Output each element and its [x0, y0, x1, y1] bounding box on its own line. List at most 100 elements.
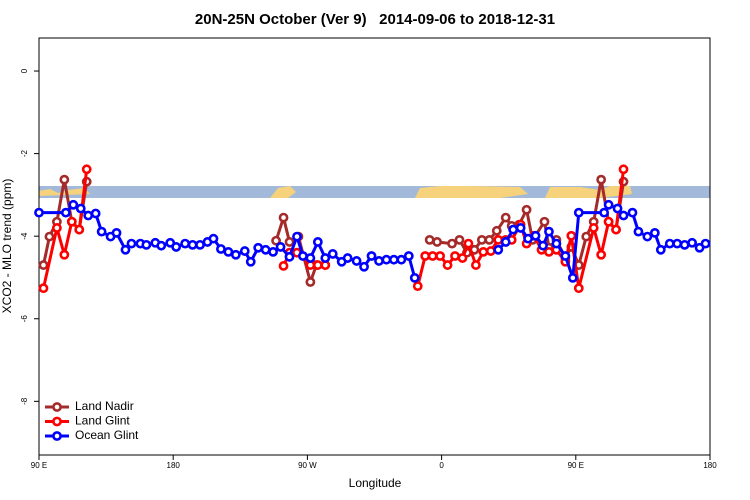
data-point [427, 251, 438, 261]
land-patch [39, 188, 90, 196]
data-point [327, 249, 338, 259]
data-point [141, 239, 152, 250]
data-point [239, 246, 250, 256]
x-tick-label: 90 E [568, 461, 584, 470]
data-point [51, 223, 62, 233]
data-point [381, 254, 392, 265]
data-point [603, 199, 614, 210]
y-tick-label: -6 [20, 315, 29, 323]
data-point [278, 261, 289, 271]
data-point [544, 226, 554, 237]
map-strip [39, 186, 710, 198]
data-point [700, 238, 711, 249]
data-point [539, 216, 550, 227]
data-point [642, 231, 653, 242]
ocean-strip [39, 186, 710, 198]
data-point [278, 212, 289, 223]
data-point [96, 226, 107, 237]
data-point [75, 203, 86, 214]
data-point [120, 244, 131, 255]
legend-label: Land Glint [75, 414, 130, 428]
data-point [612, 203, 623, 214]
data-point [588, 223, 599, 233]
data-point [485, 246, 496, 256]
data-point [611, 224, 621, 235]
data-point [530, 230, 541, 241]
y-tick-label: -2 [20, 150, 29, 158]
data-point [38, 283, 49, 294]
y-axis-label: XCO2 - MLO trend (ppm) [0, 179, 14, 314]
data-point [59, 249, 70, 260]
data-point [566, 230, 577, 241]
data-point [268, 246, 279, 257]
data-point [351, 256, 362, 266]
data-point [420, 251, 431, 261]
land-patch [270, 186, 296, 198]
data-point [216, 244, 226, 254]
data-point [305, 277, 316, 287]
data-point [603, 216, 614, 227]
data-point [515, 223, 526, 233]
legend-marker [52, 402, 62, 412]
x-tick-label: 180 [703, 461, 717, 470]
data-point [388, 254, 399, 265]
data-point [271, 235, 281, 246]
data-point [457, 253, 468, 263]
data-point [68, 199, 79, 210]
data-point [508, 224, 519, 235]
data-point [366, 251, 377, 261]
data-point [81, 164, 92, 175]
data-point [424, 234, 435, 245]
data-point [521, 204, 532, 215]
data-point [284, 251, 295, 262]
data-point [111, 227, 122, 238]
data-point [627, 207, 638, 218]
data-point [312, 260, 323, 270]
data-point [596, 174, 607, 185]
data-point [38, 260, 49, 270]
data-point [126, 238, 137, 249]
data-point [44, 231, 55, 242]
data-point [523, 233, 533, 244]
data-point [687, 237, 698, 248]
x-tick-label: 180 [167, 461, 181, 470]
y-tick-label: -4 [20, 232, 29, 240]
data-point [223, 246, 234, 257]
land-patch [545, 186, 632, 198]
data-point [679, 239, 690, 250]
data-point [208, 233, 219, 244]
x-tick-label: 0 [439, 461, 444, 470]
data-point [538, 240, 548, 251]
data-point [442, 260, 453, 270]
data-point [450, 251, 460, 261]
data-point [275, 242, 286, 252]
land-patch [415, 186, 528, 198]
y-tick-label: 0 [20, 68, 29, 73]
data-point [435, 251, 446, 261]
data-point [491, 225, 502, 236]
data-point [187, 239, 198, 250]
data-point [581, 231, 592, 242]
data-point [560, 251, 571, 261]
data-point [34, 207, 44, 218]
data-point [403, 251, 414, 261]
legend-marker [52, 431, 62, 441]
plot-frame [38, 37, 711, 456]
data-point [463, 238, 474, 249]
data-point [66, 216, 77, 227]
data-point [412, 281, 423, 292]
data-point [230, 249, 241, 260]
data-point [374, 256, 384, 266]
data-point [156, 240, 167, 251]
data-point [544, 246, 554, 257]
data-point [478, 246, 489, 257]
data-point [454, 234, 465, 245]
data-point [312, 237, 323, 247]
data-point [90, 208, 101, 219]
data-point [470, 260, 481, 270]
data-point [664, 238, 675, 249]
data-point [171, 242, 182, 252]
data-point [359, 261, 369, 272]
data-point [409, 272, 420, 283]
data-point [432, 237, 443, 247]
